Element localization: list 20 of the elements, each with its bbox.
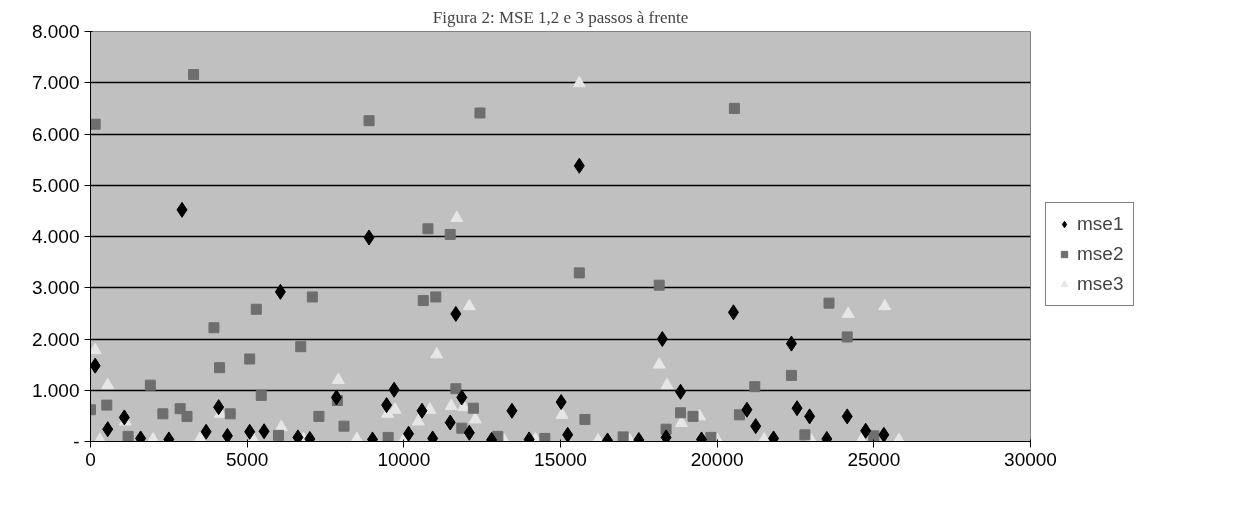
x-tick-label: 5000: [226, 448, 269, 470]
y-tick-label: 2.000: [31, 328, 80, 350]
y-tick-label: 6.000: [31, 123, 80, 145]
legend-label: mse1: [1077, 213, 1124, 235]
legend-label: mse3: [1077, 273, 1124, 295]
x-tick-label: 0: [85, 448, 96, 470]
x-tick-label: 30000: [1004, 448, 1057, 470]
y-tick-label: 7.000: [31, 72, 80, 94]
y-tick-label: -: [73, 431, 80, 452]
legend-label: mse2: [1077, 243, 1124, 265]
x-tick-label: 10000: [377, 448, 431, 470]
y-tick-label: 4.000: [31, 226, 80, 247]
y-tick-label: 1.000: [31, 379, 80, 401]
x-tick-label: 20000: [690, 448, 744, 470]
chart-title: Figura 2: MSE 1,2 e 3 passos à frente: [432, 7, 689, 27]
y-tick-label: 5.000: [31, 174, 80, 196]
y-tick-label: 3.000: [31, 277, 80, 299]
x-tick-label: 25000: [847, 448, 901, 470]
y-tick-label: 8.000: [31, 21, 80, 42]
x-tick-label: 15000: [534, 448, 587, 470]
